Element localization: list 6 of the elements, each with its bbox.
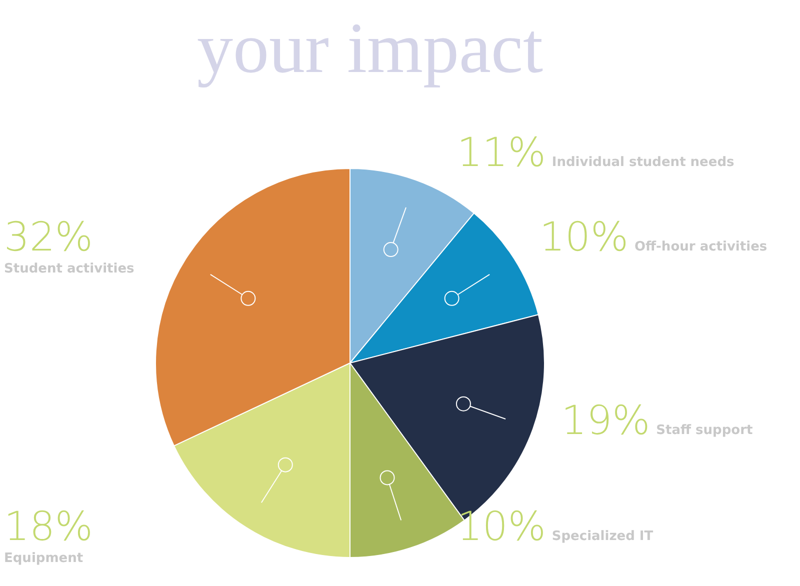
data-label: 18% [4,504,93,550]
data-label: 32% [4,214,93,261]
data-label: 10% [456,504,546,550]
data-label: 19% [561,398,650,444]
data-label: 11% [456,130,546,176]
data-label: 10% [540,214,628,261]
